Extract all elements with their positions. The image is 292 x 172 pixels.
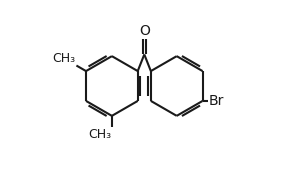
- Text: O: O: [139, 24, 150, 38]
- Text: Br: Br: [209, 94, 224, 108]
- Text: CH₃: CH₃: [53, 52, 76, 65]
- Text: CH₃: CH₃: [88, 128, 111, 141]
